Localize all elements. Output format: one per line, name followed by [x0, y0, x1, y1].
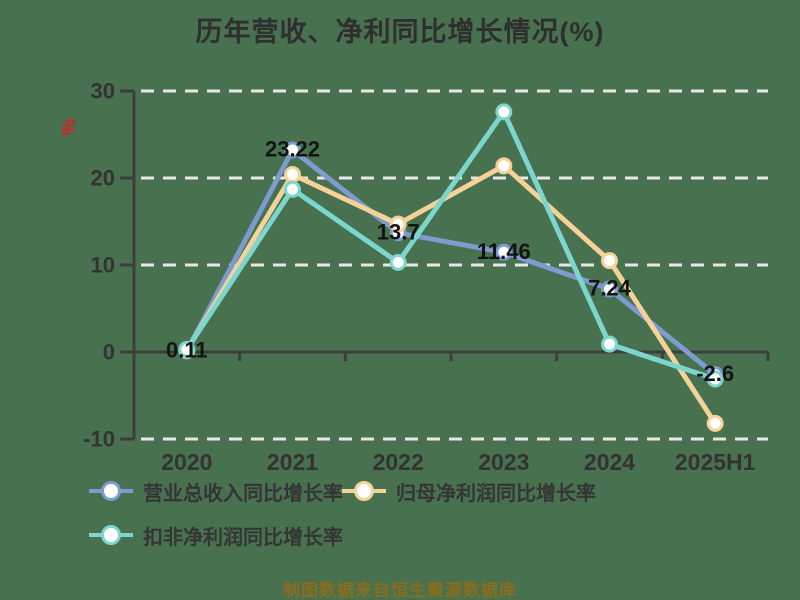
- data-point-s1: [389, 215, 407, 233]
- data-point-s2: [601, 335, 618, 353]
- data-point-s0: [284, 141, 301, 159]
- data-point-s2: [495, 103, 513, 121]
- line-marker-icon: [89, 525, 133, 545]
- legend-label-revenue-growth: 营业总收入同比增长率: [143, 482, 343, 505]
- series-line-2: [184, 109, 718, 382]
- y-tick-label: 20: [91, 166, 115, 191]
- data-point-label: 13.7: [377, 219, 420, 244]
- x-tick-label: 2022: [373, 449, 424, 475]
- legend-item-net-profit-growth[interactable]: 归母净利润同比增长率: [341, 478, 596, 505]
- chart-title: 历年营收、净利同比增长情况(%): [195, 17, 605, 47]
- series-line-1: [184, 163, 718, 426]
- data-point-s0: [601, 280, 618, 298]
- data-point-s2: [706, 370, 724, 388]
- x-tick-label: 2025H1: [675, 449, 756, 475]
- series-line-0: [184, 147, 718, 378]
- data-point-s1: [601, 252, 618, 270]
- data-point-s1: [284, 166, 301, 184]
- data-point-s2: [178, 340, 196, 358]
- y-tick-label: 10: [91, 253, 115, 278]
- data-source-caption: 制图数据来自恒生聚源数据库: [283, 581, 517, 600]
- x-tick-label: 2023: [478, 449, 529, 475]
- line-marker-icon: [89, 481, 133, 501]
- line-marker-icon: [342, 481, 386, 501]
- data-point-label: 11.46: [477, 239, 531, 264]
- data-point-label: -2.6: [696, 361, 734, 386]
- data-point-s1: [495, 157, 513, 175]
- x-tick-label: 2024: [584, 449, 635, 475]
- x-tick-label: 2021: [267, 449, 318, 475]
- x-tick-label: 2020: [161, 449, 212, 475]
- data-point-label: 23.22: [265, 136, 320, 161]
- data-point-s2: [389, 253, 407, 271]
- legend-label-net-profit-growth: 归母净利润同比增长率: [396, 482, 596, 505]
- y-tick-label: 0: [103, 340, 115, 365]
- data-point-s2: [284, 180, 301, 198]
- legend-item-non-gaap-profit-growth[interactable]: 扣非净利润同比增长率: [88, 522, 343, 549]
- data-point-s0: [495, 243, 513, 261]
- legend-item-revenue-growth[interactable]: 营业总收入同比增长率: [88, 478, 343, 505]
- y-tick-label: -10: [83, 427, 115, 452]
- data-point-s1: [706, 414, 724, 432]
- data-point-label: 0.11: [166, 338, 208, 363]
- data-point-label: 7.24: [588, 276, 632, 301]
- y-tick-label: 30: [91, 79, 115, 104]
- legend-label-non-gaap-profit-growth: 扣非净利润同比增长率: [143, 526, 343, 549]
